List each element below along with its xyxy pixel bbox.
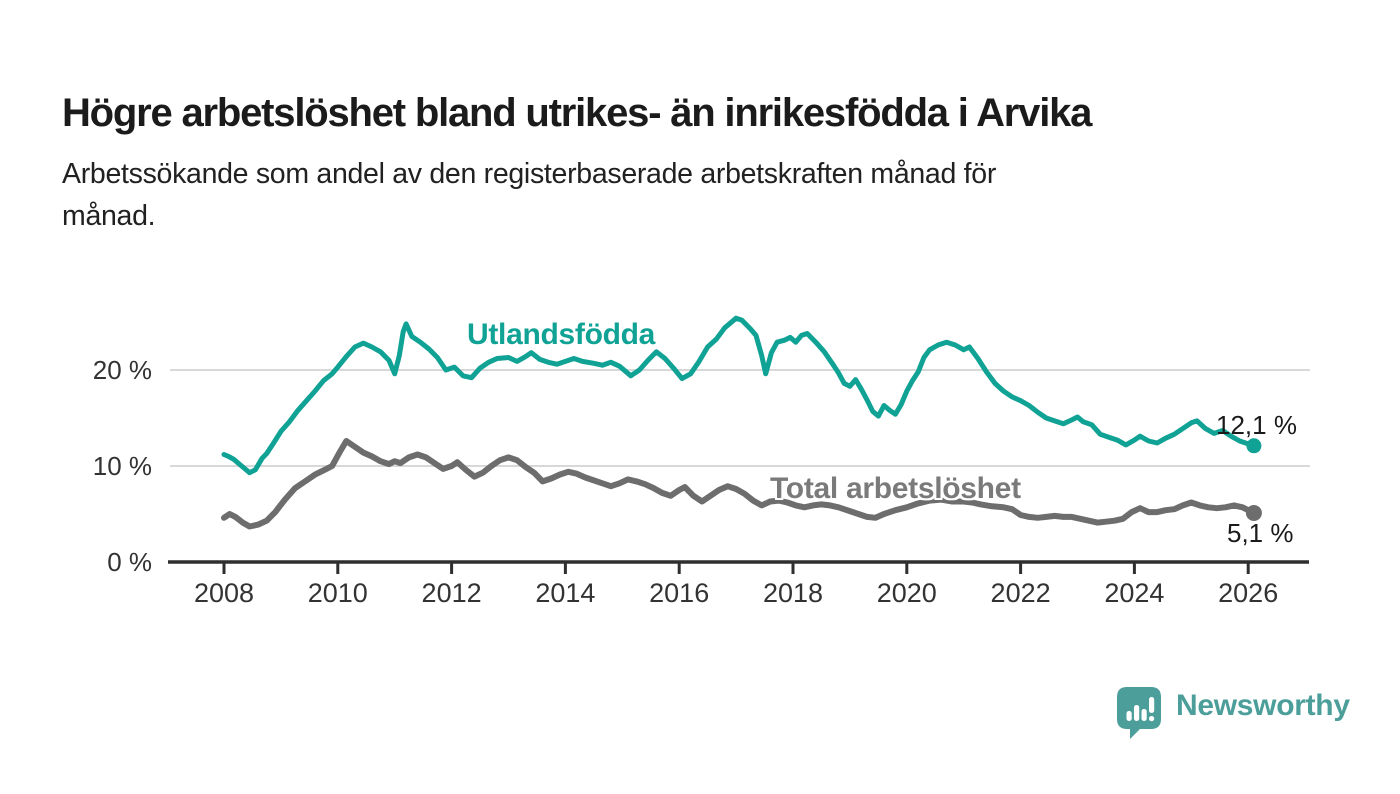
x-tick-label-2022: 2022 <box>990 578 1051 608</box>
speech-bubble-bar-chart-icon <box>1117 687 1161 739</box>
chart-subtitle-line-2: månad. <box>62 200 156 232</box>
x-tick-label-2010: 2010 <box>307 578 368 608</box>
y-tick-label-20: 20 % <box>92 355 152 385</box>
series-label-total-arbetsloshet: Total arbetslöshet <box>770 472 1021 505</box>
x-tick-label-2012: 2012 <box>421 578 482 608</box>
series-end-dot-total-arbetsloshet <box>1245 505 1262 521</box>
x-tick-label-2026: 2026 <box>1218 578 1279 608</box>
gridlines <box>170 369 1310 467</box>
page-title: Högre arbetslöshet bland utrikes- än inr… <box>62 90 1092 135</box>
x-tick-label-2016: 2016 <box>649 578 710 608</box>
y-tick-label-10: 10 % <box>92 451 152 481</box>
series-label-utlandsfodda: Utlandsfödda <box>467 318 656 351</box>
y-tick-label-0: 0 % <box>107 547 152 577</box>
series-line-total-arbetsloshet <box>221 438 1257 530</box>
end-value-label-total-arbetsloshet: 5,1 % <box>1227 518 1294 548</box>
newsworthy-wordmark: Newsworthy <box>1176 689 1350 722</box>
x-tick-label-2008: 2008 <box>193 578 255 608</box>
x-tick-label-2014: 2014 <box>535 578 596 608</box>
end-value-label-utlandsfodda: 12,1 % <box>1216 410 1297 440</box>
x-ticks <box>222 562 1250 574</box>
x-tick-label-2020: 2020 <box>876 578 937 608</box>
newsworthy-logo: Newsworthy <box>1116 686 1350 740</box>
series-line-utlandsfodda <box>221 315 1257 476</box>
x-tick-label-2018: 2018 <box>762 578 824 608</box>
chart-subtitle-line-1: Arbetssökande som andel av den registerb… <box>62 158 997 190</box>
x-tick-label-2024: 2024 <box>1104 578 1165 608</box>
series-end-dot-utlandsfodda <box>1246 438 1262 454</box>
